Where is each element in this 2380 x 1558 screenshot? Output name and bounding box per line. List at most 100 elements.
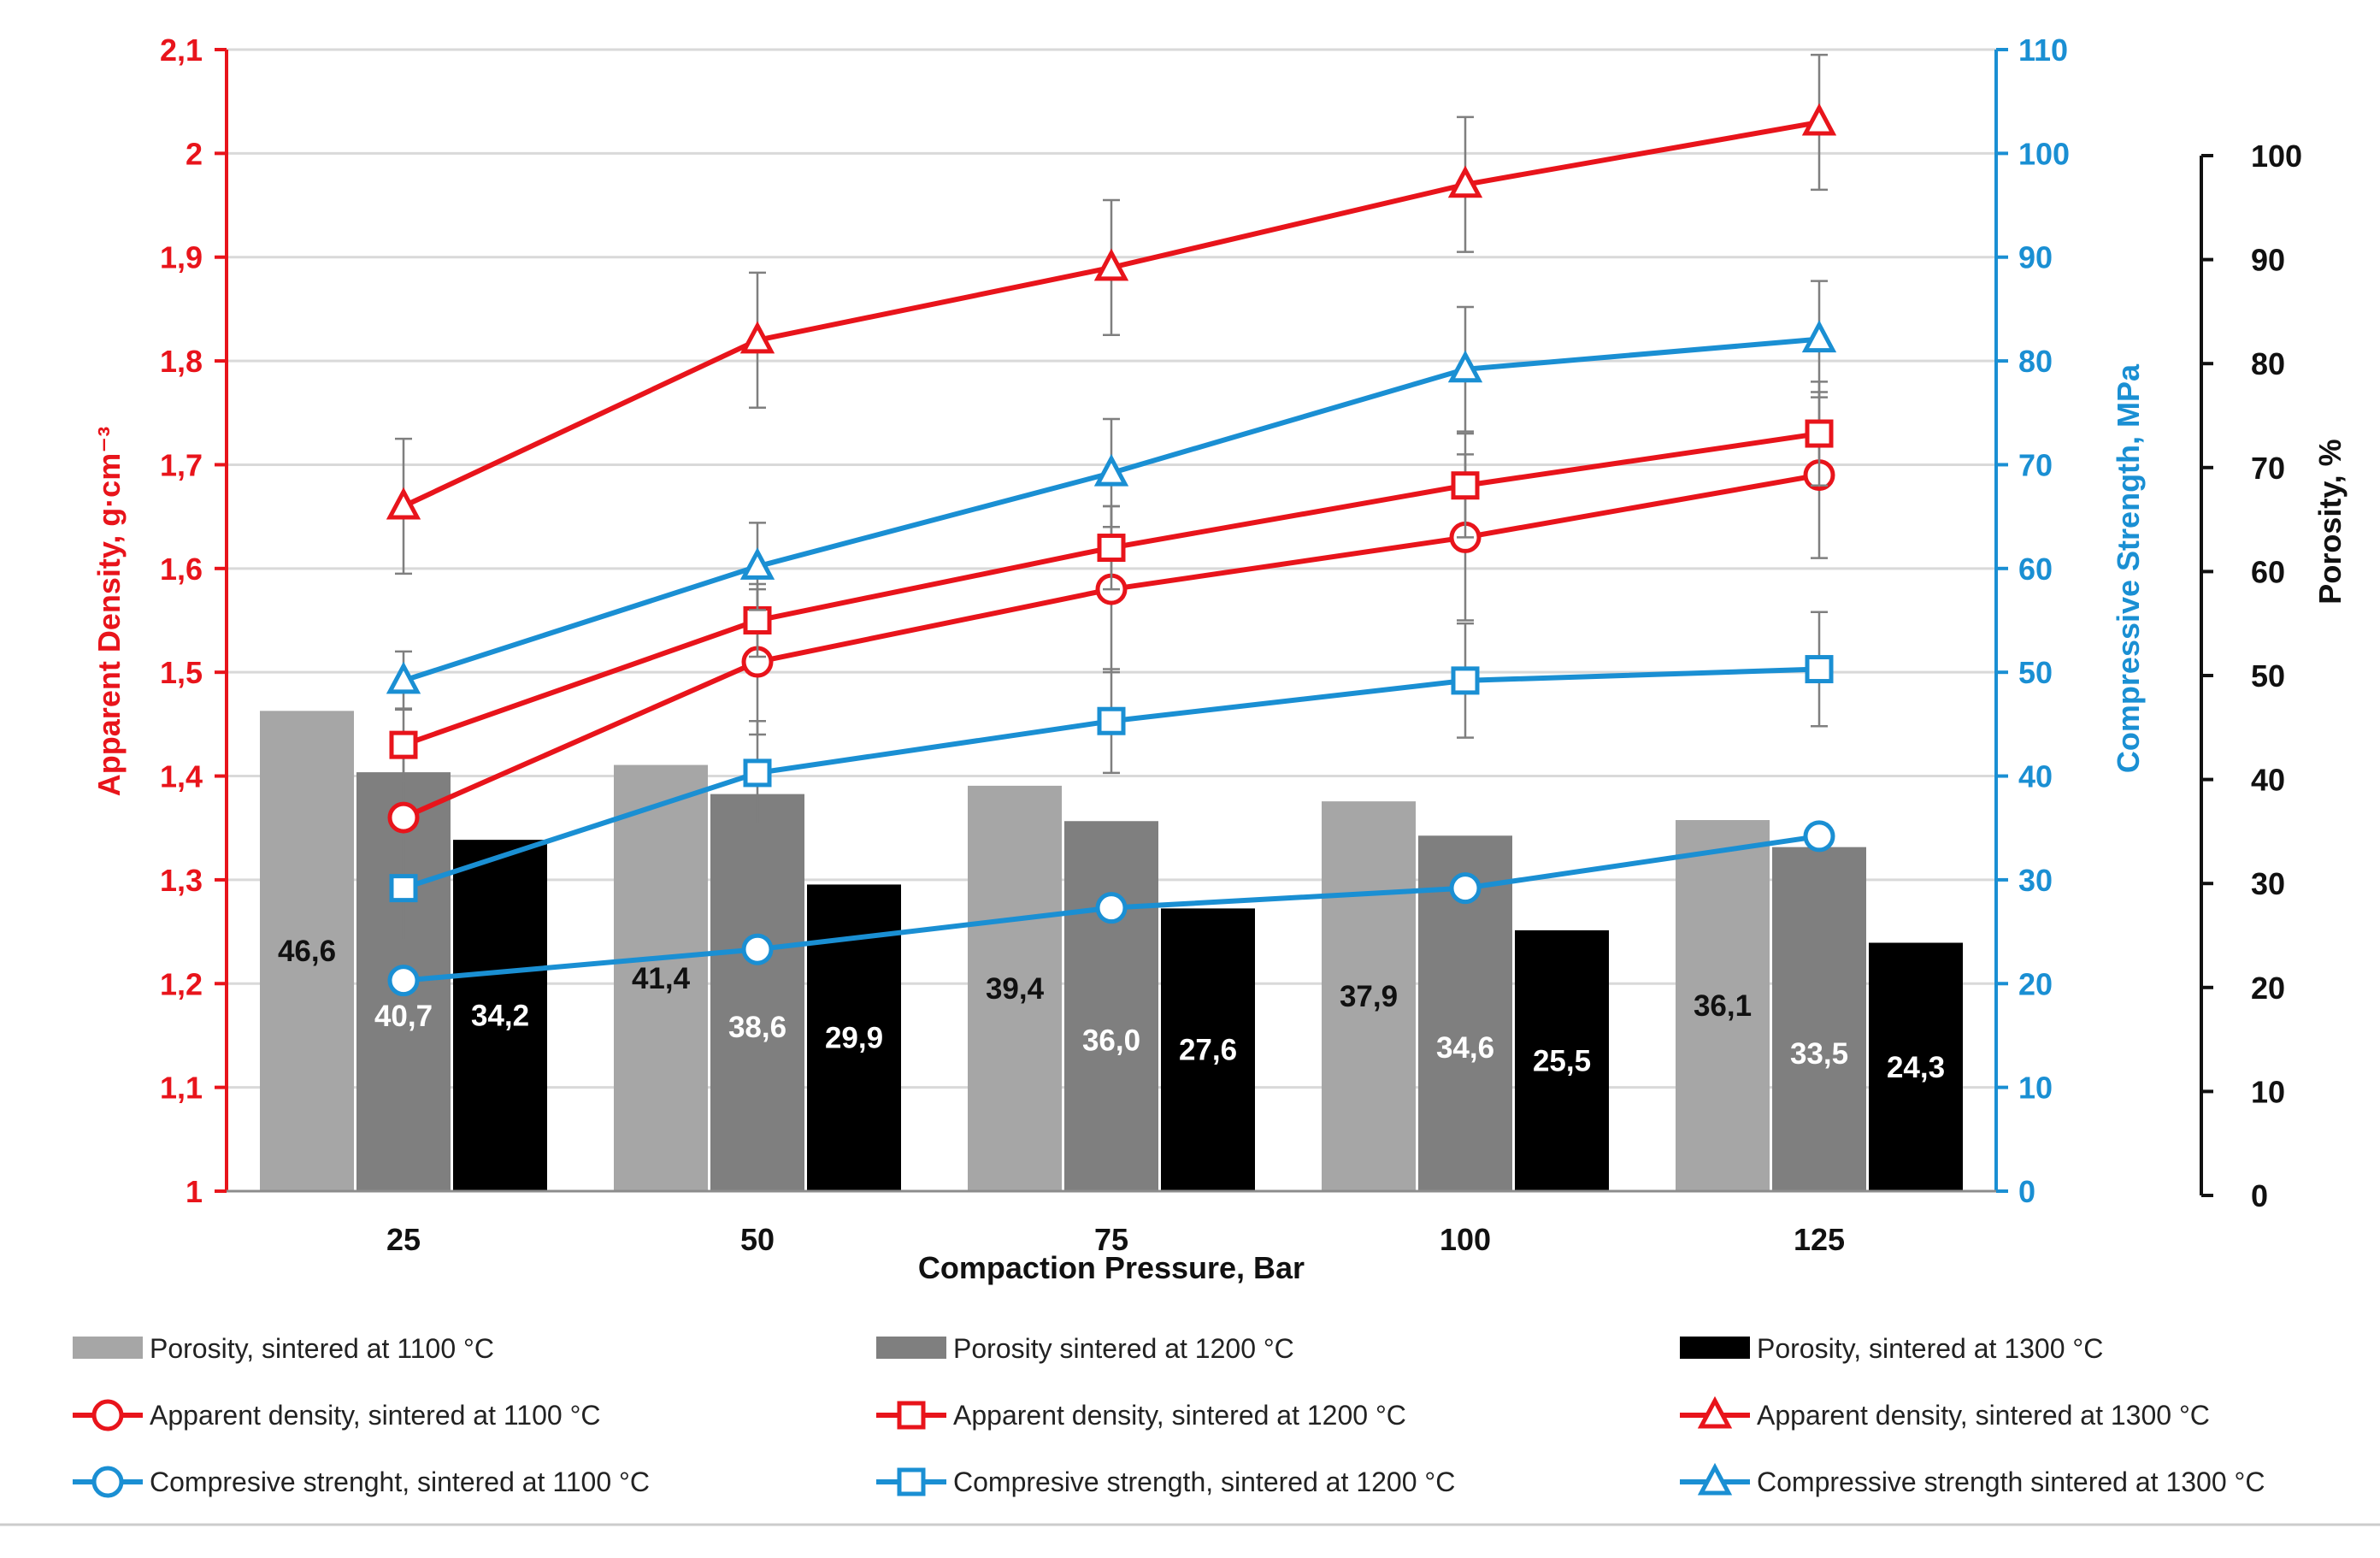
right-tick-label: 100 xyxy=(2018,136,2070,171)
bar xyxy=(1515,929,1609,1191)
right-tick-label: 90 xyxy=(2018,240,2053,275)
bar-data-label: 34,2 xyxy=(471,1000,529,1033)
legend-swatch xyxy=(1680,1337,1750,1359)
x-tick-label: 125 xyxy=(1794,1222,1845,1257)
left-tick-label: 1,5 xyxy=(160,655,203,690)
legend-swatch xyxy=(73,1337,143,1359)
line-series xyxy=(389,611,1834,941)
legend-entry: Compresive strength, sintered at 1200 °C xyxy=(876,1467,1455,1497)
legend-swatch xyxy=(876,1337,946,1359)
line-series xyxy=(386,53,1837,575)
legend-label: Porosity, sintered at 1100 °C xyxy=(150,1333,494,1364)
bar xyxy=(614,764,708,1191)
left-tick-label: 1,2 xyxy=(160,966,203,1001)
square-marker xyxy=(389,730,418,759)
square-marker xyxy=(743,606,772,634)
bar-data-label: 37,9 xyxy=(1340,980,1398,1013)
legend-entry: Porosity, sintered at 1100 °C xyxy=(73,1333,494,1364)
legend-label: Apparent density, sintered at 1100 °C xyxy=(150,1400,600,1431)
square-marker xyxy=(389,874,418,903)
porosity-tick-label: 90 xyxy=(2251,243,2285,278)
porosity-tick-label: 30 xyxy=(2251,866,2285,901)
right-tick-label: 50 xyxy=(2018,655,2053,690)
circle-marker xyxy=(91,1466,124,1498)
bar-layer xyxy=(260,711,1963,1191)
line-series xyxy=(389,381,1834,782)
left-tick-label: 1,6 xyxy=(160,552,203,587)
porosity-tick-label: 20 xyxy=(2251,971,2285,1006)
triangle-marker xyxy=(1697,1462,1733,1496)
bar xyxy=(1772,847,1866,1191)
left-tick-label: 2,1 xyxy=(160,32,203,68)
legend-label: Porosity sintered at 1200 °C xyxy=(953,1333,1294,1364)
left-tick-label: 1,4 xyxy=(160,759,203,794)
square-marker xyxy=(1451,471,1480,500)
square-marker xyxy=(1805,419,1834,448)
porosity-tick-label: 10 xyxy=(2251,1074,2285,1109)
right-tick-label: 40 xyxy=(2018,759,2053,794)
triangle-marker xyxy=(1093,453,1129,487)
legend-entry: Apparent density, sintered at 1100 °C xyxy=(73,1399,600,1431)
triangle-marker xyxy=(1697,1396,1733,1429)
x-tick-label: 100 xyxy=(1440,1222,1491,1257)
triangle-marker xyxy=(1801,320,1837,353)
triangle-marker xyxy=(1093,248,1129,281)
left-tick-label: 1 xyxy=(186,1174,203,1209)
circle-marker xyxy=(1095,892,1128,924)
square-marker xyxy=(897,1467,926,1496)
bar-data-label: 24,3 xyxy=(1887,1051,1945,1084)
porosity-tick-label: 40 xyxy=(2251,763,2285,798)
line-layer xyxy=(386,53,1837,997)
x-tick-label: 75 xyxy=(1094,1222,1128,1257)
x-tick-label: 50 xyxy=(740,1222,775,1257)
triangle-marker xyxy=(1447,165,1483,198)
bar-data-label: 34,6 xyxy=(1436,1031,1494,1065)
left-tick-label: 1,3 xyxy=(160,863,203,898)
legend-label: Porosity, sintered at 1300 °C xyxy=(1757,1333,2103,1364)
right-outer-axis-title: Porosity, % xyxy=(2312,439,2348,604)
line-series xyxy=(386,280,1837,711)
bar xyxy=(968,785,1062,1191)
right-tick-label: 70 xyxy=(2018,447,2053,482)
x-tick-label: 25 xyxy=(386,1222,421,1257)
bar xyxy=(453,840,547,1191)
bar-data-label: 29,9 xyxy=(825,1022,883,1055)
legend-entry: Compressive strength sintered at 1300 °C xyxy=(1680,1462,2265,1497)
square-marker xyxy=(1097,706,1126,735)
circle-marker xyxy=(741,933,774,965)
left-tick-label: 1,8 xyxy=(160,344,203,379)
circle-marker xyxy=(387,801,420,834)
porosity-tick-label: 80 xyxy=(2251,346,2285,381)
bar xyxy=(1322,801,1416,1191)
bar xyxy=(1064,821,1158,1191)
bar-data-label: 39,4 xyxy=(986,972,1045,1006)
triangle-marker xyxy=(1801,103,1837,136)
porosity-tick-label: 50 xyxy=(2251,658,2285,693)
left-tick-label: 2 xyxy=(186,136,203,171)
bar-data-label: 40,7 xyxy=(374,1000,433,1033)
legend-entry: Apparent density, sintered at 1200 °C xyxy=(876,1400,1406,1431)
circle-marker xyxy=(387,965,420,997)
right-tick-label: 30 xyxy=(2018,863,2053,898)
circle-marker xyxy=(1803,820,1835,853)
left-axis-title: Apparent Density, g·cm⁻³ xyxy=(91,427,127,796)
legend-entry: Apparent density, sintered at 1300 °C xyxy=(1680,1396,2210,1431)
square-marker xyxy=(743,758,772,788)
bar-data-label: 41,4 xyxy=(632,962,691,995)
triangle-marker xyxy=(739,321,775,354)
right-tick-label: 80 xyxy=(2018,344,2053,379)
right-inner-axis-title: Compressive Strength, MPa xyxy=(2111,363,2146,773)
circle-marker xyxy=(1449,872,1482,905)
bar-data-label: 25,5 xyxy=(1533,1044,1591,1077)
bar-data-label: 36,1 xyxy=(1694,989,1752,1023)
circle-marker xyxy=(91,1399,124,1431)
triangle-marker xyxy=(739,547,775,580)
bar xyxy=(710,794,804,1191)
square-marker xyxy=(1097,534,1126,563)
triangle-marker xyxy=(386,661,421,694)
bar-data-label: 27,6 xyxy=(1179,1034,1237,1067)
bar-data-label: 46,6 xyxy=(278,935,336,968)
square-marker xyxy=(897,1401,926,1430)
left-tick-label: 1,7 xyxy=(160,447,203,482)
